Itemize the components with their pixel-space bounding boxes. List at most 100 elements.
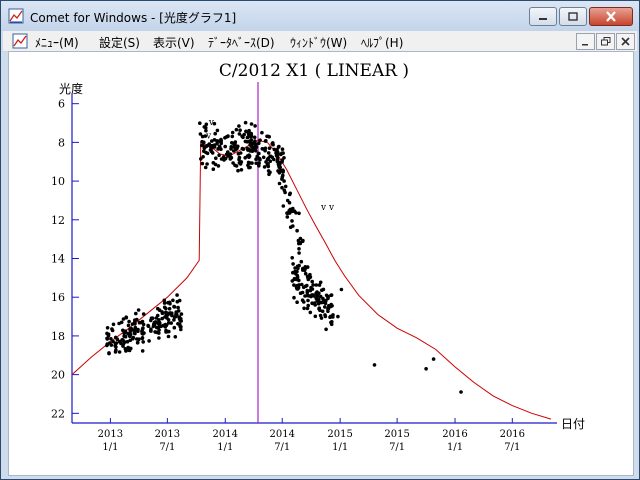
x-tick-label-date: 1/1 <box>332 442 348 453</box>
observation-point <box>133 318 137 323</box>
observation-point <box>302 306 306 311</box>
observation-point <box>201 155 205 159</box>
minimize-button[interactable] <box>529 7 557 26</box>
menu-view[interactable]: 表示(V) <box>153 36 195 50</box>
chart-annotation: v v <box>320 203 335 213</box>
menu-help[interactable]: ﾍﾙﾌﾟ(H) <box>361 36 404 50</box>
observation-point <box>203 134 208 138</box>
mdi-minimize-button[interactable] <box>576 33 595 50</box>
menu-menu[interactable]: ﾒﾆｭｰ(M) <box>35 36 79 50</box>
observation-point <box>174 312 178 317</box>
menu-bar: ﾒﾆｭｰ(M) 設定(S) 表示(V) ﾃﾞｰﾀﾍﾞｰｽ(D) ｳｨﾝﾄﾞｳ(W… <box>3 31 637 52</box>
observation-point <box>326 306 331 311</box>
observation-point <box>326 309 330 314</box>
observation-point <box>125 339 130 344</box>
observation-point <box>310 287 315 291</box>
observation-point <box>306 277 311 282</box>
observation-point <box>149 316 154 321</box>
observation-point <box>164 306 168 311</box>
observation-point <box>297 211 301 216</box>
menu-window[interactable]: ｳｨﾝﾄﾞｳ(W) <box>290 36 348 50</box>
maximize-button[interactable] <box>559 7 587 26</box>
observation-point <box>132 331 137 335</box>
observation-point <box>136 308 141 312</box>
observation-point <box>110 327 114 331</box>
y-tick-label: 20 <box>51 369 65 382</box>
observation-point <box>211 167 216 171</box>
observation-point <box>127 348 132 353</box>
observation-point <box>319 300 324 305</box>
observation-point <box>133 325 138 330</box>
observation-point <box>212 138 217 142</box>
menu-database[interactable]: ﾃﾞｰﾀﾍﾞｰｽ(D) <box>208 36 275 50</box>
menu-settings[interactable]: 設定(S) <box>99 36 140 50</box>
lightcurve-chart: C/2012 X1 ( LINEAR ) 光度 日付 6 8 10 12 14 16 18 2… <box>51 61 585 453</box>
observation-point <box>251 141 256 145</box>
observation-point <box>248 140 252 144</box>
observation-point <box>326 294 330 299</box>
observation-point <box>111 322 116 327</box>
observation-point <box>126 323 131 328</box>
mdi-caption-buttons <box>576 33 635 50</box>
observation-point <box>237 124 241 128</box>
observation-point <box>161 323 166 328</box>
observation-point <box>303 284 308 289</box>
chart-app-icon <box>8 8 24 24</box>
x-tick-label-year: 2015 <box>327 429 352 440</box>
observation-point <box>288 225 293 229</box>
observation-point <box>217 153 221 158</box>
x-tick-label-date: 1/1 <box>447 442 463 453</box>
observation-point <box>232 143 237 147</box>
mdi-restore-button[interactable] <box>596 33 615 50</box>
title-bar[interactable]: Comet for Windows - [光度グラフ1] <box>1 1 639 31</box>
mdi-close-button[interactable] <box>616 33 635 50</box>
observation-point <box>305 306 310 311</box>
observation-point <box>306 298 310 303</box>
observation-point <box>260 130 264 135</box>
observation-point <box>229 155 233 160</box>
observation-point <box>204 144 208 149</box>
observation-point <box>168 311 173 315</box>
observation-point <box>318 280 323 285</box>
observation-point <box>320 309 325 314</box>
observation-point <box>117 350 122 354</box>
observation-point <box>205 162 209 166</box>
observation-point <box>230 130 235 135</box>
y-tick-label: 16 <box>51 291 65 304</box>
observation-point <box>281 169 286 173</box>
observation-point <box>268 154 273 159</box>
observation-point <box>219 137 223 142</box>
observation-point <box>163 315 167 319</box>
observation-point <box>223 136 227 140</box>
observation-point <box>302 300 306 304</box>
observation-point <box>105 326 110 330</box>
observation-point <box>297 251 301 255</box>
observation-point <box>115 337 120 342</box>
observation-point <box>300 282 304 287</box>
observation-point <box>257 141 261 145</box>
observation-point <box>210 139 214 143</box>
observation-point <box>315 291 320 295</box>
observation-point <box>277 165 282 169</box>
observation-point <box>173 335 178 339</box>
chart-annotation: v <box>208 118 215 128</box>
x-tick-label-year: 2016 <box>442 429 467 440</box>
observation-point <box>297 247 301 251</box>
observation-point <box>141 340 145 344</box>
y-tick-label: 6 <box>58 98 65 111</box>
observation-point <box>246 148 250 152</box>
mdi-document-icon[interactable] <box>12 33 28 49</box>
observation-point <box>140 336 145 341</box>
observation-point <box>137 320 142 325</box>
observation-point <box>117 321 121 326</box>
observation-point <box>267 172 271 177</box>
x-tick-label-date: 1/1 <box>102 442 118 453</box>
observation-point <box>297 278 301 283</box>
observation-point <box>233 140 238 144</box>
observation-point <box>216 164 221 168</box>
observation-point <box>290 256 295 260</box>
observation-point <box>282 156 286 160</box>
observation-point <box>229 145 233 149</box>
observation-point <box>324 298 328 303</box>
close-button[interactable] <box>589 7 633 26</box>
